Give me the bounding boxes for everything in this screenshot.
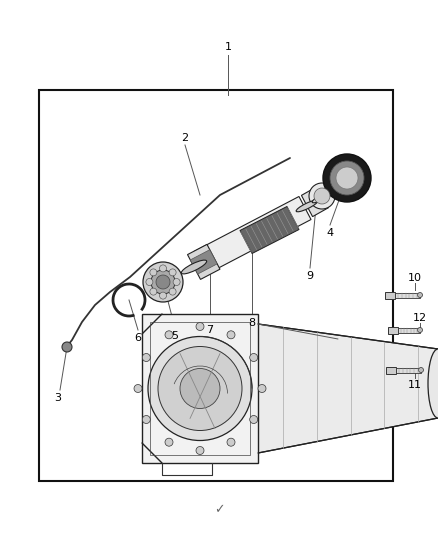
Circle shape [151,270,175,294]
Circle shape [323,154,371,202]
Circle shape [330,161,364,195]
Polygon shape [240,206,299,254]
Circle shape [309,183,335,209]
Circle shape [417,327,423,333]
Circle shape [150,288,157,295]
Text: 5: 5 [172,331,179,341]
Text: 6: 6 [134,333,141,343]
Circle shape [159,265,166,272]
Circle shape [142,353,150,361]
Circle shape [150,269,157,276]
Bar [386,367,396,374]
Text: 7: 7 [206,325,214,335]
Circle shape [180,368,220,408]
Circle shape [417,293,423,297]
Circle shape [146,279,153,286]
Circle shape [158,346,242,431]
Text: 1: 1 [225,42,232,52]
Circle shape [148,336,252,440]
Polygon shape [190,249,217,274]
Circle shape [336,167,358,189]
Bar [142,314,258,463]
Text: 2: 2 [181,133,189,143]
Polygon shape [194,197,311,274]
Text: ✓: ✓ [214,504,224,516]
Circle shape [156,275,170,289]
Bar [396,367,421,373]
Text: 11: 11 [408,380,422,390]
Circle shape [314,188,330,204]
Ellipse shape [296,200,318,212]
Bar [150,322,250,455]
Circle shape [227,438,235,446]
Text: 10: 10 [408,273,422,283]
Circle shape [159,292,166,299]
Bar [388,327,398,334]
Text: 3: 3 [54,393,61,403]
Bar [39,90,393,481]
Text: 12: 12 [413,313,427,323]
Circle shape [142,416,150,424]
Circle shape [196,447,204,455]
Text: 8: 8 [248,318,255,328]
Ellipse shape [428,349,438,418]
Text: 9: 9 [307,271,314,281]
Circle shape [227,331,235,339]
Ellipse shape [181,260,207,274]
Circle shape [196,322,204,330]
Circle shape [173,279,180,286]
Circle shape [250,353,258,361]
Polygon shape [258,324,438,453]
Bar [398,327,420,333]
Circle shape [169,269,176,276]
Ellipse shape [312,191,334,203]
Circle shape [169,288,176,295]
Circle shape [165,331,173,339]
Circle shape [134,384,142,392]
Circle shape [62,342,72,352]
Text: 4: 4 [326,228,334,238]
Circle shape [418,367,424,373]
Circle shape [165,438,173,446]
Bar [395,293,420,297]
Polygon shape [187,245,220,279]
Bar [385,292,395,298]
Circle shape [250,416,258,424]
Circle shape [258,384,266,392]
Circle shape [143,262,183,302]
Polygon shape [301,187,328,216]
